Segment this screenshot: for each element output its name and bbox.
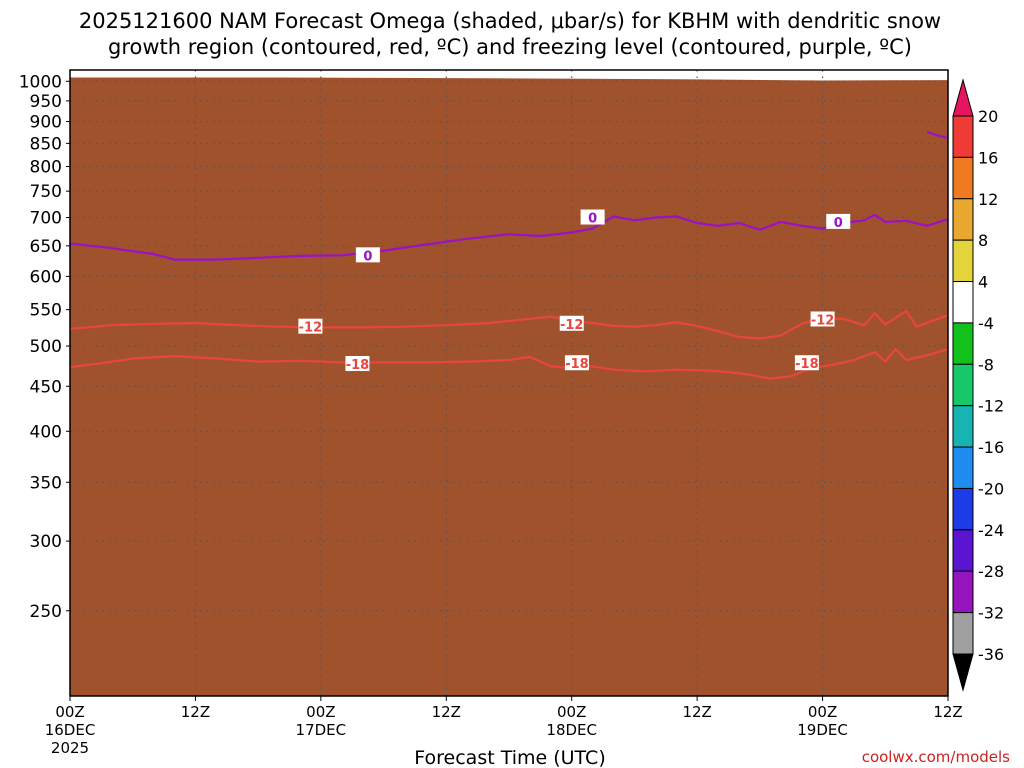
colorbar-segment-9 <box>952 446 974 489</box>
credit-text: coolwx.com/models <box>862 748 1010 766</box>
x-tick-date-48: 18DEC <box>546 721 597 739</box>
colorbar-segment-3 <box>952 198 974 241</box>
y-tick-label-600: 600 <box>30 267 62 287</box>
colorbar-bottom-triangle <box>952 653 974 692</box>
contour-line-extra-3 <box>926 130 949 140</box>
y-tick-label-900: 900 <box>30 113 62 133</box>
y-tick-label-500: 500 <box>30 337 62 357</box>
colorbar-label-10: -24 <box>978 521 1004 540</box>
contour-label-bg <box>564 355 589 371</box>
contour-label-0-2: 0 <box>834 216 843 231</box>
y-axis-ticks: 2503003504004505005506006507007508008509… <box>19 72 70 622</box>
contour-label--18-2: -18 <box>795 357 819 372</box>
contour-label-bg <box>826 213 851 229</box>
colorbar-label-0: 20 <box>978 107 998 126</box>
colorbar: 20 16 12 8 4 -4 -8 -12 -16 -20 -24 -28 -32 -36 <box>952 78 1004 692</box>
contour-label-0-1: 0 <box>588 212 597 227</box>
contour-label--12-2: -12 <box>811 313 835 328</box>
x-tick-date-0: 16DEC <box>45 721 96 739</box>
contour-label--18-1: -18 <box>565 357 589 372</box>
x-tick-label-24: 00Z <box>306 703 335 721</box>
x-tick-label-0: 00Z <box>55 703 84 721</box>
y-tick-label-250: 250 <box>30 602 62 622</box>
colorbar-label-6: -8 <box>978 355 994 374</box>
colorbar-segment-8 <box>952 405 974 448</box>
contour-label-bg <box>794 355 819 371</box>
colorbar-segment-5 <box>952 281 974 324</box>
colorbar-segment-13 <box>952 612 974 655</box>
y-tick-label-750: 750 <box>30 182 62 202</box>
y-tick-label-400: 400 <box>30 422 62 442</box>
contour-label-bg <box>580 209 605 225</box>
plot-area: -18 -18 -18 -12 -12 -12 0 0 0 <box>69 69 949 697</box>
colorbar-segment-12 <box>952 570 974 614</box>
colorbar-label-1: 16 <box>978 148 998 167</box>
chart-title-line-2: growth region (contoured, red, ºC) and f… <box>108 35 912 59</box>
colorbar-segment-1 <box>952 115 974 158</box>
y-tick-label-450: 450 <box>30 377 62 397</box>
colorbar-segment-7 <box>952 363 974 407</box>
x-tick-year-0: 2025 <box>51 739 89 757</box>
x-tick-date-24: 17DEC <box>296 721 347 739</box>
colorbar-label-7: -12 <box>978 397 1004 416</box>
colorbar-label-9: -20 <box>978 479 1004 498</box>
colorbar-label-4: 4 <box>978 273 988 292</box>
x-tick-label-12: 12Z <box>181 703 210 721</box>
contour-label-0-0: 0 <box>363 249 372 264</box>
y-tick-label-1000: 1000 <box>19 72 62 92</box>
contour-label-bg <box>355 247 380 263</box>
y-tick-label-850: 850 <box>30 134 62 154</box>
colorbar-label-8: -16 <box>978 438 1004 457</box>
colorbar-label-5: -4 <box>978 314 994 333</box>
contour-label-bg <box>559 315 584 331</box>
contour-line-0-2 <box>69 213 949 261</box>
plot-frame <box>69 69 949 697</box>
contour-label--18-0: -18 <box>346 358 370 373</box>
contour-label--12-1: -12 <box>560 318 584 333</box>
y-tick-label-950: 950 <box>30 92 62 112</box>
ground-fill <box>70 77 948 696</box>
y-tick-label-700: 700 <box>30 209 62 229</box>
colorbar-segment-4 <box>952 239 974 283</box>
chart-title-line-1: 2025121600 NAM Forecast Omega (shaded, μ… <box>79 9 941 33</box>
x-axis-label: Forecast Time (UTC) <box>414 747 605 768</box>
colorbar-segment-2 <box>952 156 974 200</box>
colorbar-top-triangle <box>952 78 974 117</box>
contour-line--12-1 <box>69 309 949 340</box>
contour-label-bg <box>298 318 323 334</box>
x-tick-label-84: 12Z <box>933 703 962 721</box>
contour-line--18-0 <box>69 348 949 380</box>
y-tick-label-350: 350 <box>30 473 62 493</box>
x-tick-date-72: 19DEC <box>797 721 848 739</box>
colorbar-segment-6 <box>952 322 974 365</box>
x-tick-label-36: 12Z <box>432 703 461 721</box>
contour-lines: -18 -18 -18 -12 -12 -12 0 0 0 <box>69 130 949 380</box>
colorbar-label-3: 8 <box>978 231 988 250</box>
colorbar-label-11: -28 <box>978 562 1004 581</box>
contour-label-bg <box>345 356 370 372</box>
colorbar-label-2: 12 <box>978 190 998 209</box>
y-tick-label-550: 550 <box>30 301 62 321</box>
x-tick-label-72: 00Z <box>808 703 837 721</box>
colorbar-label-12: -32 <box>978 604 1004 623</box>
x-tick-label-48: 00Z <box>557 703 586 721</box>
y-tick-label-800: 800 <box>30 158 62 178</box>
colorbar-label-13: -36 <box>978 645 1004 664</box>
ground-surface <box>70 77 948 696</box>
x-tick-label-60: 12Z <box>682 703 711 721</box>
colorbar-segment-11 <box>952 529 974 572</box>
y-tick-label-300: 300 <box>30 532 62 552</box>
contour-label--12-0: -12 <box>299 321 323 336</box>
y-tick-label-650: 650 <box>30 237 62 257</box>
colorbar-segment-10 <box>952 487 974 531</box>
contour-label-bg <box>810 311 835 327</box>
